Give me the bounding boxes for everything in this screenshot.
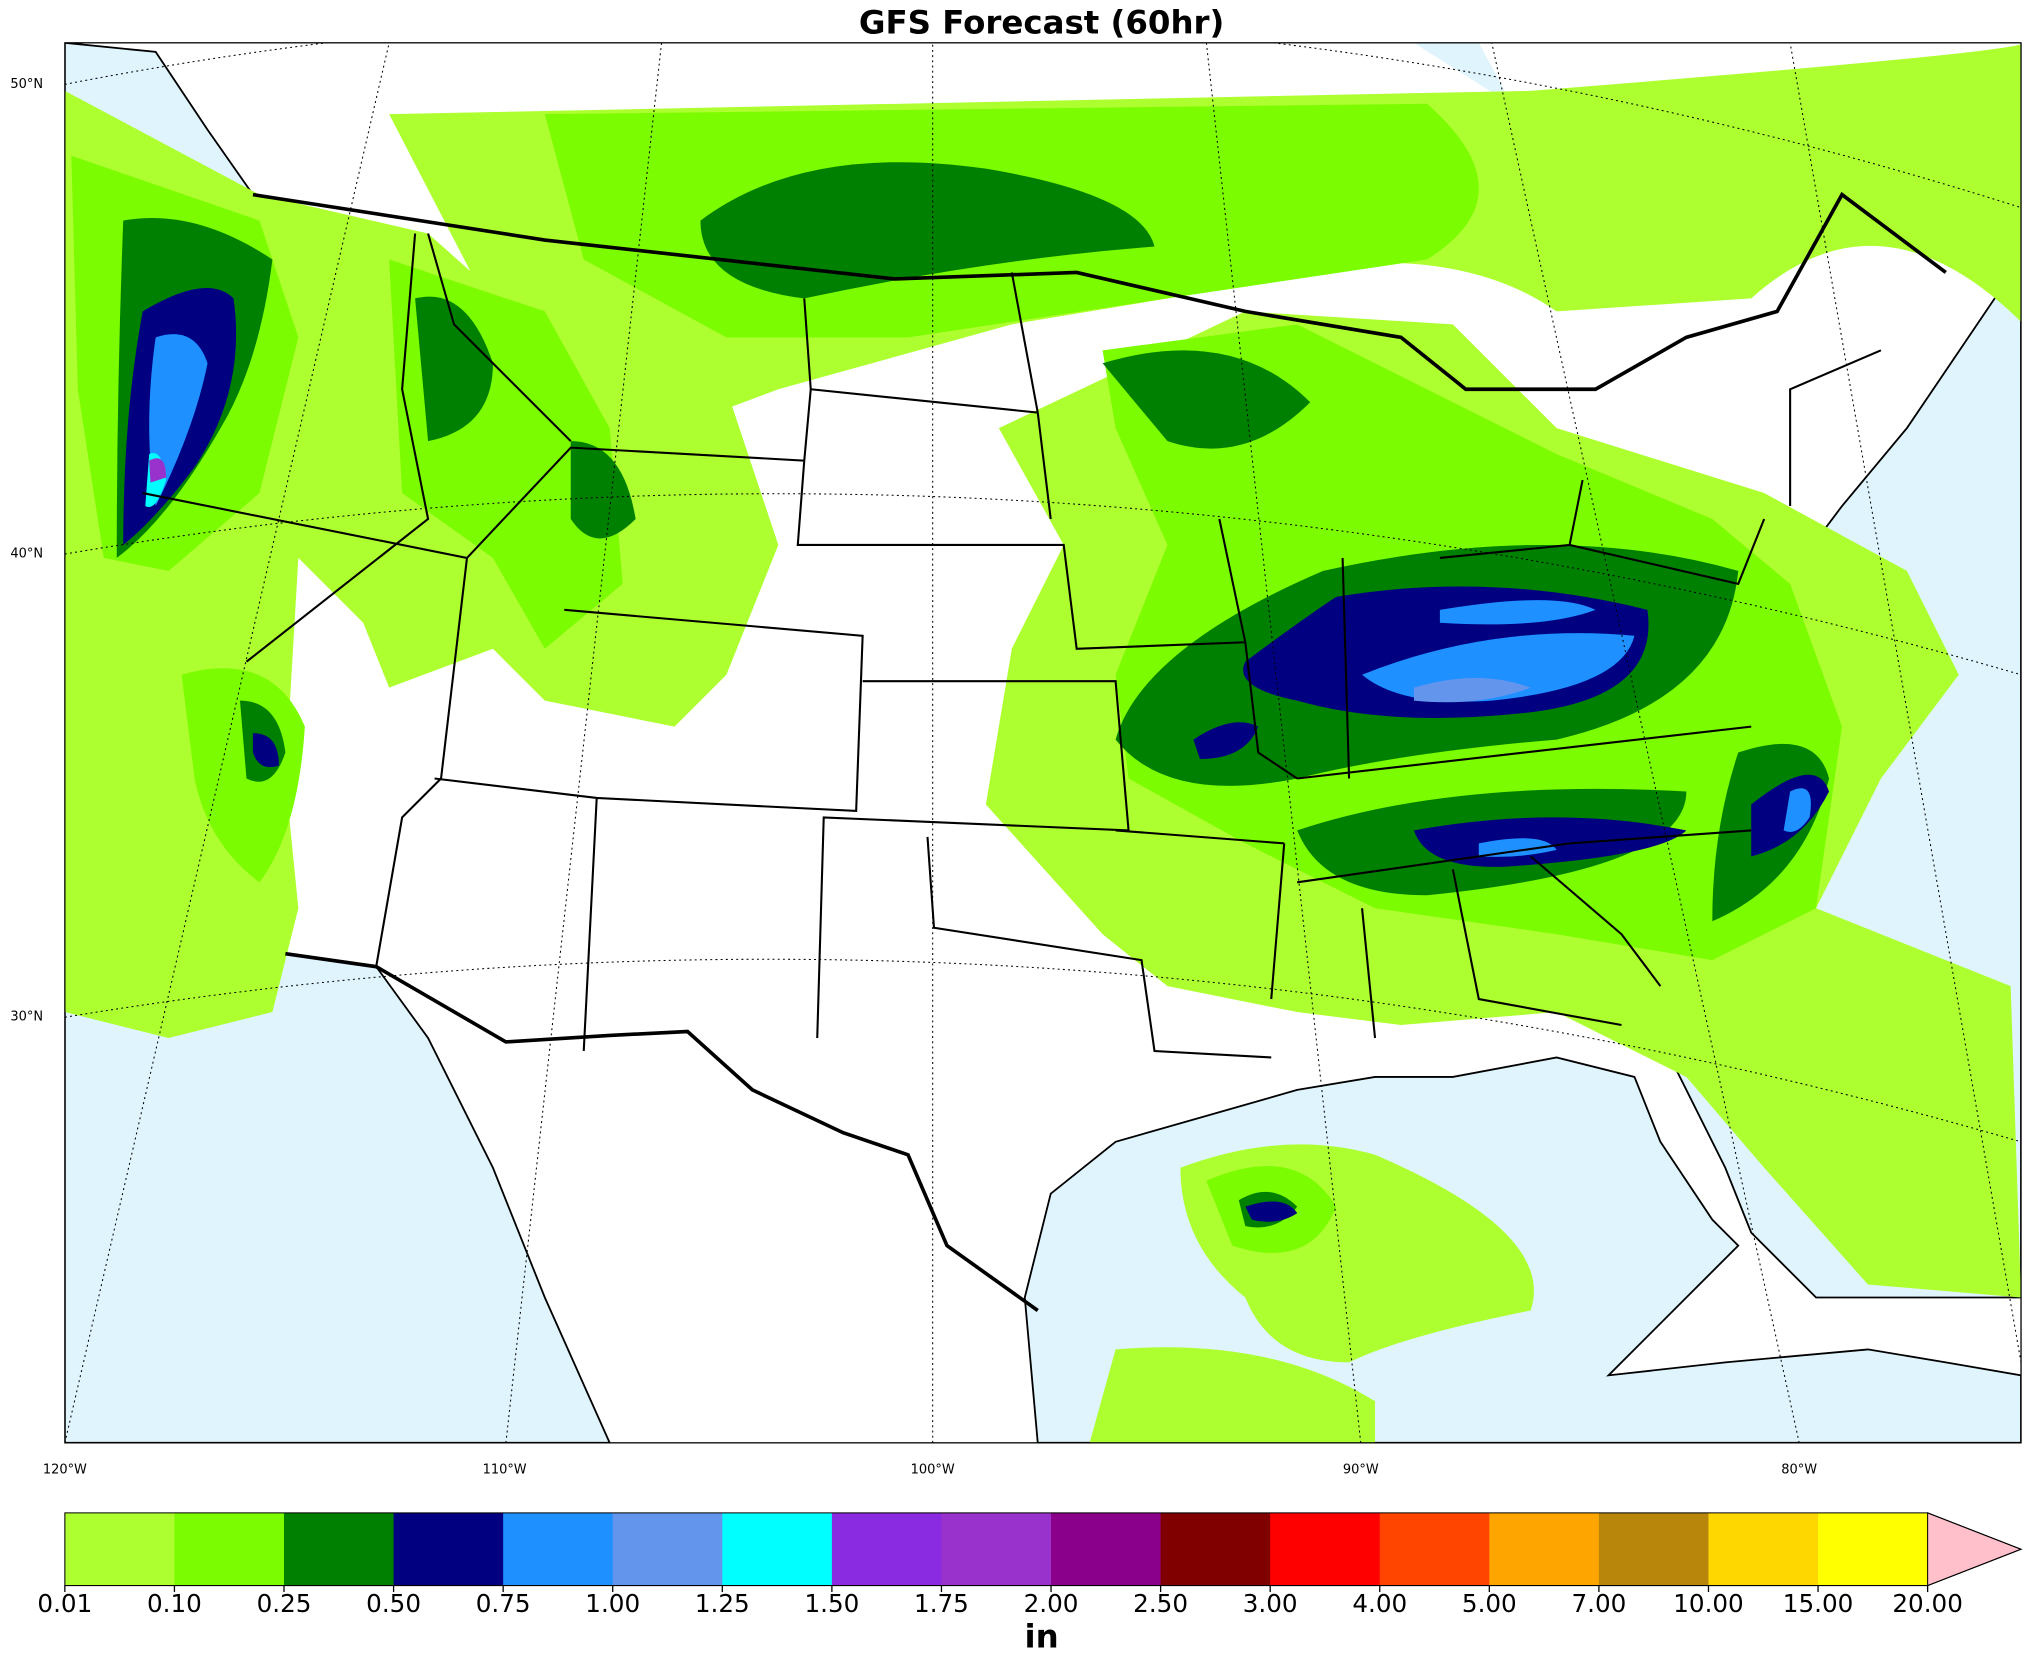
colorbar-tick-label: 3.00 <box>1243 1589 1298 1618</box>
colorbar-tick-label: 7.00 <box>1571 1589 1626 1618</box>
colorbar-tick-label: 0.50 <box>366 1589 421 1618</box>
precip-1-75 <box>149 458 167 483</box>
colorbar-segment <box>1160 1512 1271 1586</box>
colorbar-segment <box>1051 1512 1162 1586</box>
colorbar-segment <box>1708 1512 1819 1586</box>
colorbar-segment <box>1489 1512 1600 1586</box>
colorbar-tick-label: 2.50 <box>1133 1589 1188 1618</box>
colorbar-segment <box>1270 1512 1381 1586</box>
colorbar-segment <box>1379 1512 1490 1586</box>
colorbar-tick-label: 0.25 <box>257 1589 312 1618</box>
colorbar-segment <box>503 1512 614 1586</box>
map-frame <box>64 42 2022 1444</box>
colorbar-segment <box>722 1512 833 1586</box>
lon-label: 110°W <box>483 1463 527 1478</box>
colorbar-tick-label: 10.00 <box>1673 1589 1743 1618</box>
colorbar-segment <box>831 1512 943 1586</box>
colorbar-tick-label: 1.75 <box>914 1589 969 1618</box>
colorbar-segment <box>612 1512 723 1586</box>
colorbar-tick-label: 0.75 <box>476 1589 531 1618</box>
lon-label: 90°W <box>1343 1463 1379 1478</box>
colorbar-segment <box>1598 1512 1710 1586</box>
lat-label: 50°N <box>10 77 43 92</box>
colorbar-tick-label: 15.00 <box>1783 1589 1853 1618</box>
colorbar-tick-label: 2.00 <box>1024 1589 1079 1618</box>
state-borders <box>142 233 1882 1059</box>
lon-label: 80°W <box>1781 1463 1817 1478</box>
map-title: GFS Forecast (60hr) <box>859 4 1224 42</box>
colorbar-extension <box>1927 1512 2023 1587</box>
parallels <box>64 42 2022 1143</box>
colorbar-tick-label: 1.00 <box>585 1589 640 1618</box>
colorbar-segment <box>941 1512 1052 1586</box>
colorbar-tick-label: 1.25 <box>695 1589 750 1618</box>
colorbar-tick-label: 0.01 <box>37 1589 92 1618</box>
canada-border <box>252 191 1947 392</box>
colorbar-segment <box>1818 1512 1929 1586</box>
colorbar-segment <box>64 1512 176 1586</box>
mexico-border <box>285 951 1039 1312</box>
colorbar-unit: in <box>1025 1618 1059 1656</box>
lon-label: 120°W <box>43 1463 87 1478</box>
colorbar-segment <box>284 1512 395 1586</box>
colorbar-tick-label: 1.50 <box>804 1589 859 1618</box>
colorbar-segment <box>393 1512 504 1586</box>
colorbar-tick-label: 5.00 <box>1462 1589 1517 1618</box>
lat-label: 30°N <box>10 1010 43 1025</box>
colorbar-outline <box>64 1512 2023 1587</box>
colorbar-tick-label: 0.10 <box>147 1589 202 1618</box>
colorbar-tick-label: 20.00 <box>1892 1589 1962 1618</box>
map-area <box>64 42 2022 1443</box>
colorbar-tick-label: 4.00 <box>1352 1589 1407 1618</box>
lon-label: 100°W <box>911 1463 955 1478</box>
precip-1-00 <box>1413 677 1531 703</box>
lat-label: 40°N <box>10 547 43 562</box>
colorbar-segment <box>174 1512 285 1586</box>
